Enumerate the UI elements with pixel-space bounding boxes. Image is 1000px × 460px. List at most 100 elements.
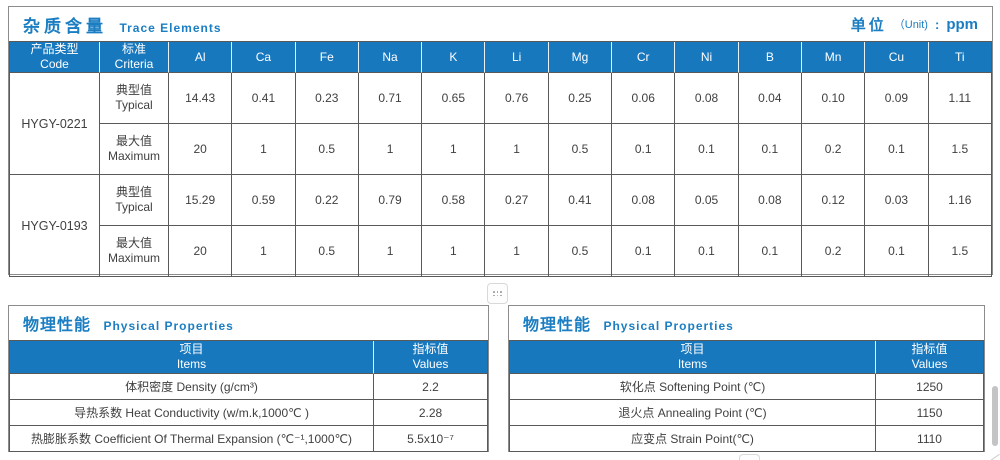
item-cell: 导热系数 Heat Conductivity (w/m.k,1000℃ ) [10,400,374,426]
value-cell: 0.71 [358,73,423,124]
value-cell: 0.1 [612,226,676,277]
col-header-values: 指标值 Values [876,341,984,374]
col-header-element: Li [485,42,549,73]
value-cell: 1.16 [928,175,992,226]
value-cell: 0.04 [738,73,802,124]
value-cell: 0.2 [801,226,866,277]
col-header-element: Ca [232,42,296,73]
resize-grip-icon[interactable] [984,446,1000,460]
value-cell: 0.08 [612,175,676,226]
trace-elements-section: 杂质含量 Trace Elements 单位 （Unit) : ppm 产品类型… [8,6,993,277]
item-cell: 体积密度 Density (g/cm³) [10,374,374,400]
table-row: 退火点 Annealing Point (℃) 1150 [510,400,984,426]
value-cell: 0.27 [485,175,549,226]
phys-header-row: 项目 Items 指标值 Values [510,341,984,374]
unit-value: ppm [946,15,978,33]
value-cell: 0.1 [738,124,802,175]
value-cell: 0.09 [865,73,929,124]
value-cell: 0.41 [232,73,296,124]
col-header-element: K [422,42,486,73]
value-cell: 1.5 [928,124,992,175]
value-cell: 0.5 [548,124,613,175]
physical-properties-right-section: 物理性能 Physical Properties 项目 Items 指标值 Va… [508,305,985,452]
value-cell: 0.06 [612,73,676,124]
value-cell: 0.08 [738,175,802,226]
value-cell: 1 [422,226,486,277]
col-header-element: Mg [548,42,613,73]
trace-elements-title-row: 杂质含量 Trace Elements 单位 （Unit) : ppm [9,7,992,41]
value-cell: 14.43 [169,73,233,124]
value-cell: 0.1 [675,226,739,277]
table-row: 应变点 Strain Point(℃) 1110 [510,426,984,452]
value-cell: 0.2 [801,124,866,175]
value-cell: 0.79 [358,175,423,226]
scrollbar-thumb[interactable] [992,386,998,446]
value-cell: 0.5 [295,226,359,277]
table-row: 导热系数 Heat Conductivity (w/m.k,1000℃ ) 2.… [10,400,488,426]
criteria-label: 最大值 Maximum [100,124,169,175]
col-header-element: Al [169,42,233,73]
section-title-en: Physical Properties [603,319,734,333]
item-cell: 热膨胀系数 Coefficient Of Thermal Expansion (… [10,426,374,452]
col-header-code: 产品类型 Code [10,42,100,73]
value-cell: 1250 [876,374,984,400]
drag-handle-button[interactable] [739,454,760,460]
criteria-label: 最大值 Maximum [100,226,169,277]
unit-zh: 单位 [850,16,887,34]
section-title-zh: 物理性能 [23,317,92,334]
physical-right-title-row: 物理性能 Physical Properties [509,306,984,340]
value-cell: 0.22 [295,175,359,226]
value-cell: 2.2 [374,374,488,400]
value-cell: 0.1 [865,226,929,277]
section-title-zh: 物理性能 [523,317,592,334]
physical-left-table: 项目 Items 指标值 Values 体积密度 Density (g/cm³)… [9,340,488,452]
item-cell: 应变点 Strain Point(℃) [510,426,876,452]
value-cell: 2.28 [374,400,488,426]
value-cell: 0.05 [675,175,739,226]
value-cell: 0.25 [548,73,613,124]
col-header-element: B [738,42,802,73]
value-cell: 1 [485,124,549,175]
physical-properties-left-section: 物理性能 Physical Properties 项目 Items 指标值 Va… [8,305,489,452]
value-cell: 0.41 [548,175,613,226]
physical-left-title-row: 物理性能 Physical Properties [9,306,488,340]
value-cell: 0.59 [232,175,296,226]
value-cell: 1 [232,226,296,277]
value-cell: 1 [485,226,549,277]
value-cell: 0.1 [738,226,802,277]
value-cell: 15.29 [169,175,233,226]
value-cell: 0.12 [801,175,866,226]
value-cell: 1.11 [928,73,992,124]
trace-header-row: 产品类型 Code 标准 Criteria Al Ca Fe Na K Li M… [10,42,992,73]
table-row-0221-maximum: 最大值 Maximum 20 1 0.5 1 1 1 0.5 0.1 0.1 0… [10,124,992,175]
col-header-items: 项目 Items [10,341,374,374]
value-cell: 1 [232,124,296,175]
col-header-element: Cu [865,42,929,73]
col-header-element: Ti [928,42,992,73]
value-cell: 0.03 [865,175,929,226]
table-row: 体积密度 Density (g/cm³) 2.2 [10,374,488,400]
unit-label: 单位 （Unit) : ppm [851,14,978,35]
section-title: 物理性能 Physical Properties [23,311,234,335]
value-cell: 1150 [876,400,984,426]
value-cell: 0.08 [675,73,739,124]
table-row-0193-typical: HYGY-0193 典型值 Typical 15.29 0.59 0.22 0.… [10,175,992,277]
value-cell: 0.5 [548,226,613,277]
section-title-zh: 杂质含量 [23,16,107,36]
criteria-label: 典型值 Typical [100,73,169,124]
value-cell: 0.1 [675,124,739,175]
col-header-items: 项目 Items [510,341,876,374]
value-cell: 20 [169,124,233,175]
value-cell: 0.1 [612,124,676,175]
col-header-element: Fe [295,42,359,73]
value-cell: 5.5x10⁻⁷ [374,426,488,452]
value-cell: 0.10 [801,73,866,124]
col-header-values: 指标值 Values [374,341,488,374]
drag-handle-button[interactable] [487,283,508,304]
value-cell: 1 [358,226,423,277]
col-header-element: Na [358,42,423,73]
drag-handle-icon [493,291,502,297]
value-cell: 1110 [876,426,984,452]
section-title-en: Trace Elements [119,20,222,35]
col-header-criteria: 标准 Criteria [100,42,169,73]
